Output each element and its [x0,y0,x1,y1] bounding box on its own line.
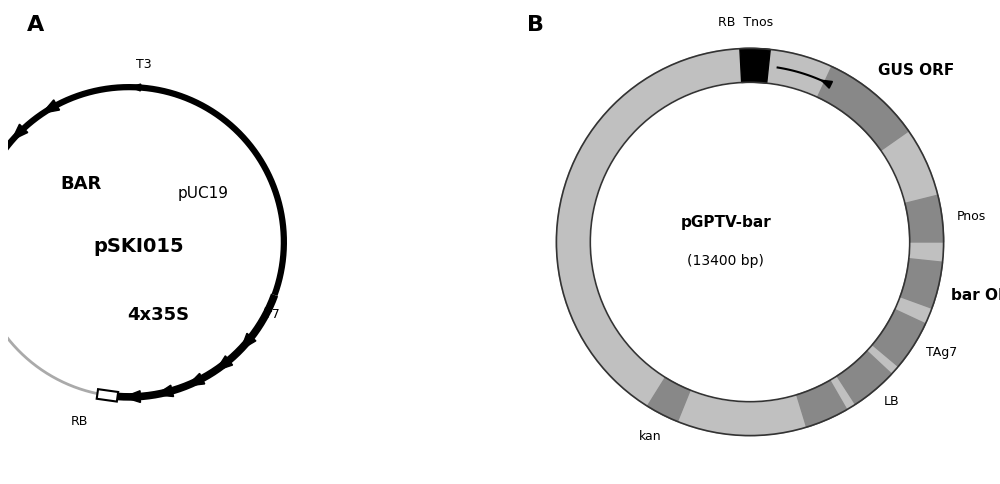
Polygon shape [905,195,944,242]
Text: pGPTV-bar: pGPTV-bar [680,215,771,230]
Text: (13400 bp): (13400 bp) [687,255,764,268]
Polygon shape [837,351,892,404]
Polygon shape [647,378,690,422]
Polygon shape [821,80,832,88]
Text: A: A [27,15,45,34]
Polygon shape [872,309,925,366]
Text: pSKI015: pSKI015 [93,237,184,257]
Polygon shape [740,48,770,83]
Text: pUC19: pUC19 [177,186,228,201]
Polygon shape [797,380,847,427]
Text: T7: T7 [264,308,280,321]
Circle shape [590,82,910,402]
Text: T3: T3 [136,58,152,71]
Polygon shape [264,308,272,318]
Polygon shape [131,84,141,91]
Polygon shape [156,385,174,396]
Text: 4x35S: 4x35S [127,305,189,324]
Text: RB: RB [71,415,88,428]
Polygon shape [900,258,943,308]
Text: TAg7: TAg7 [926,346,958,359]
Polygon shape [818,66,909,151]
Polygon shape [124,391,140,402]
Circle shape [556,48,944,436]
Text: Pnos: Pnos [957,210,986,223]
Polygon shape [216,356,233,371]
Text: B: B [527,15,544,34]
Text: kan: kan [639,430,661,443]
Text: GUS ORF: GUS ORF [878,63,954,78]
Polygon shape [241,333,256,350]
Polygon shape [187,373,205,386]
Text: RB  Tnos: RB Tnos [718,16,773,29]
Text: bar ORF: bar ORF [951,288,1000,303]
Text: BAR: BAR [60,175,101,193]
Polygon shape [12,124,28,140]
Bar [97,389,118,402]
Polygon shape [0,156,3,174]
Polygon shape [42,100,60,113]
Text: LB: LB [884,395,899,408]
